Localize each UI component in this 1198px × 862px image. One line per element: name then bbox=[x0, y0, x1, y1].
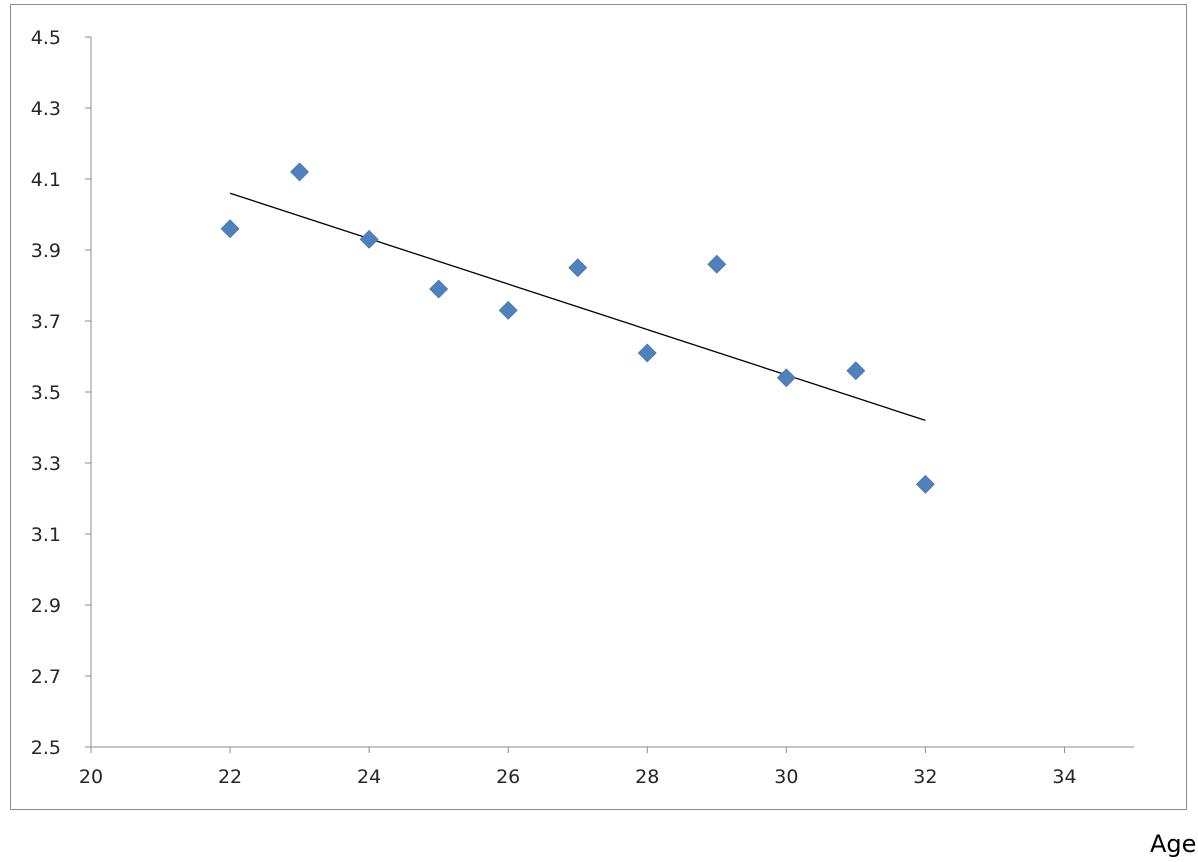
y-tick-label: 3.9 bbox=[31, 240, 61, 262]
x-tick-label: 24 bbox=[357, 766, 381, 788]
data-point bbox=[707, 254, 727, 274]
data-point bbox=[359, 229, 379, 249]
y-tick-label: 4.1 bbox=[31, 169, 61, 191]
y-tick-label: 4.3 bbox=[31, 98, 61, 120]
y-tick-label: 3.5 bbox=[31, 382, 61, 404]
y-tick-label: 2.9 bbox=[31, 595, 61, 617]
data-point bbox=[915, 474, 935, 494]
trendline-group bbox=[229, 192, 926, 422]
x-tick-label: 30 bbox=[774, 766, 798, 788]
data-point bbox=[568, 258, 588, 278]
trendline bbox=[229, 192, 926, 422]
data-point bbox=[290, 162, 310, 182]
x-tick-label: 32 bbox=[913, 766, 937, 788]
x-tick-label: 20 bbox=[79, 766, 103, 788]
x-tick-label: 34 bbox=[1052, 766, 1076, 788]
y-tick-label: 3.3 bbox=[31, 453, 61, 475]
y-tick-label: 3.1 bbox=[31, 524, 61, 546]
axes bbox=[90, 37, 1134, 748]
x-axis-title: Age bbox=[1150, 830, 1197, 858]
data-point bbox=[637, 343, 657, 363]
data-point bbox=[429, 279, 449, 299]
data-point bbox=[498, 300, 518, 320]
data-point bbox=[776, 368, 796, 388]
x-tick-label: 28 bbox=[635, 766, 659, 788]
data-points bbox=[220, 162, 935, 494]
y-tick-label: 2.7 bbox=[31, 666, 61, 688]
data-point bbox=[846, 361, 866, 381]
chart-frame bbox=[10, 4, 1187, 810]
data-point bbox=[220, 219, 240, 239]
x-tick-label: 26 bbox=[496, 766, 520, 788]
ticks: 4.5 4.3 4.1 3.9 3.7 3.5 3.3 3.1 2.9 2.7 2.5 20 22 24 2… bbox=[31, 27, 1077, 788]
y-tick-label: 4.5 bbox=[31, 27, 61, 49]
y-tick-label: 2.5 bbox=[31, 737, 61, 759]
x-tick-label: 22 bbox=[218, 766, 242, 788]
y-tick-label: 3.7 bbox=[31, 311, 61, 333]
